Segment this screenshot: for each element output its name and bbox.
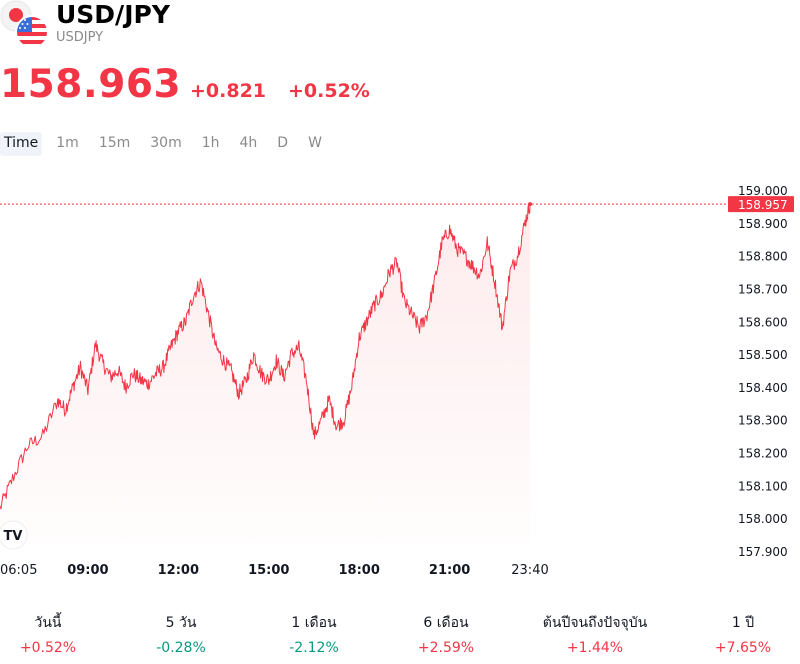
x-tick-label: 18:00 (338, 563, 379, 578)
x-tick-label: 15:00 (248, 563, 289, 578)
last-price-label: 158.957 (738, 198, 788, 212)
tab-w[interactable]: W (308, 135, 322, 151)
y-tick-label: 158.800 (738, 250, 788, 264)
perf-value: +0.52% (19, 640, 77, 656)
perf-6-months[interactable]: 6 เดือน +2.59% (381, 612, 511, 656)
perf-today[interactable]: วันนี้ +0.52% (0, 612, 113, 656)
currency-flags (0, 0, 50, 50)
timeframe-tabs: Time 1m 15m 30m 1h 4h D W (0, 132, 338, 156)
y-tick-label: 158.700 (738, 282, 788, 296)
y-tick-label: 157.900 (738, 545, 788, 559)
perf-value: -0.28% (156, 640, 206, 656)
price-change-absolute: +0.821 (190, 80, 267, 102)
perf-value: +1.44% (566, 640, 624, 656)
symbol-code: USDJPY (56, 30, 104, 45)
y-tick-label: 158.900 (738, 217, 788, 231)
x-tick-label: 21:00 (429, 563, 470, 578)
y-tick-label: 158.400 (738, 381, 788, 395)
svg-text:TV: TV (4, 529, 23, 544)
perf-label: 5 วัน (165, 615, 197, 631)
perf-label: วันนี้ (34, 615, 62, 631)
perf-1-year[interactable]: 1 ปี +7.65% (678, 612, 800, 656)
x-tick-label: 09:00 (67, 563, 108, 578)
y-tick-label: 158.100 (738, 479, 788, 493)
y-tick-label: 158.500 (738, 348, 788, 362)
y-tick-label: 158.600 (738, 315, 788, 329)
perf-ytd[interactable]: ต้นปีจนถึงปัจจุบัน +1.44% (530, 612, 660, 656)
perf-1-month[interactable]: 1 เดือน -2.12% (249, 612, 379, 656)
symbol-title: USD/JPY (56, 0, 170, 29)
tab-1h[interactable]: 1h (201, 135, 220, 151)
x-tick-label: 23:40 (511, 563, 548, 578)
tab-30m[interactable]: 30m (150, 135, 182, 151)
perf-value: +2.59% (417, 640, 475, 656)
perf-label: ต้นปีจนถึงปัจจุบัน (542, 615, 648, 631)
last-price-dot (528, 202, 533, 207)
price-area-fill (0, 204, 531, 545)
tab-time[interactable]: Time (0, 132, 43, 156)
tab-4h[interactable]: 4h (239, 135, 258, 151)
perf-label: 6 เดือน (423, 615, 469, 631)
perf-value: -2.12% (289, 640, 339, 656)
perf-label: 1 เดือน (291, 615, 337, 631)
x-tick-label: 06:05 (0, 563, 37, 578)
last-price-badge (728, 196, 794, 213)
y-tick-label: 158.300 (738, 414, 788, 428)
perf-value: +7.65% (714, 640, 772, 656)
price-line (0, 203, 531, 510)
perf-label: 1 ปี (731, 615, 755, 631)
tradingview-logo[interactable]: TV (0, 520, 28, 550)
tab-1m[interactable]: 1m (56, 135, 79, 151)
perf-5-days[interactable]: 5 วัน -0.28% (116, 612, 246, 656)
y-tick-label: 159.000 (738, 184, 788, 198)
x-tick-label: 12:00 (158, 563, 199, 578)
y-tick-label: 158.000 (738, 512, 788, 526)
price-change-percent: +0.52% (288, 80, 370, 102)
tab-15m[interactable]: 15m (98, 135, 131, 151)
price-chart[interactable]: 159.000 158.900 158.800 158.700 158.600 158.5… (0, 150, 800, 590)
tab-d[interactable]: D (277, 135, 289, 151)
y-tick-label: 158.200 (738, 447, 788, 461)
last-price: 158.963 (0, 62, 182, 107)
us-flag-icon (15, 15, 49, 49)
